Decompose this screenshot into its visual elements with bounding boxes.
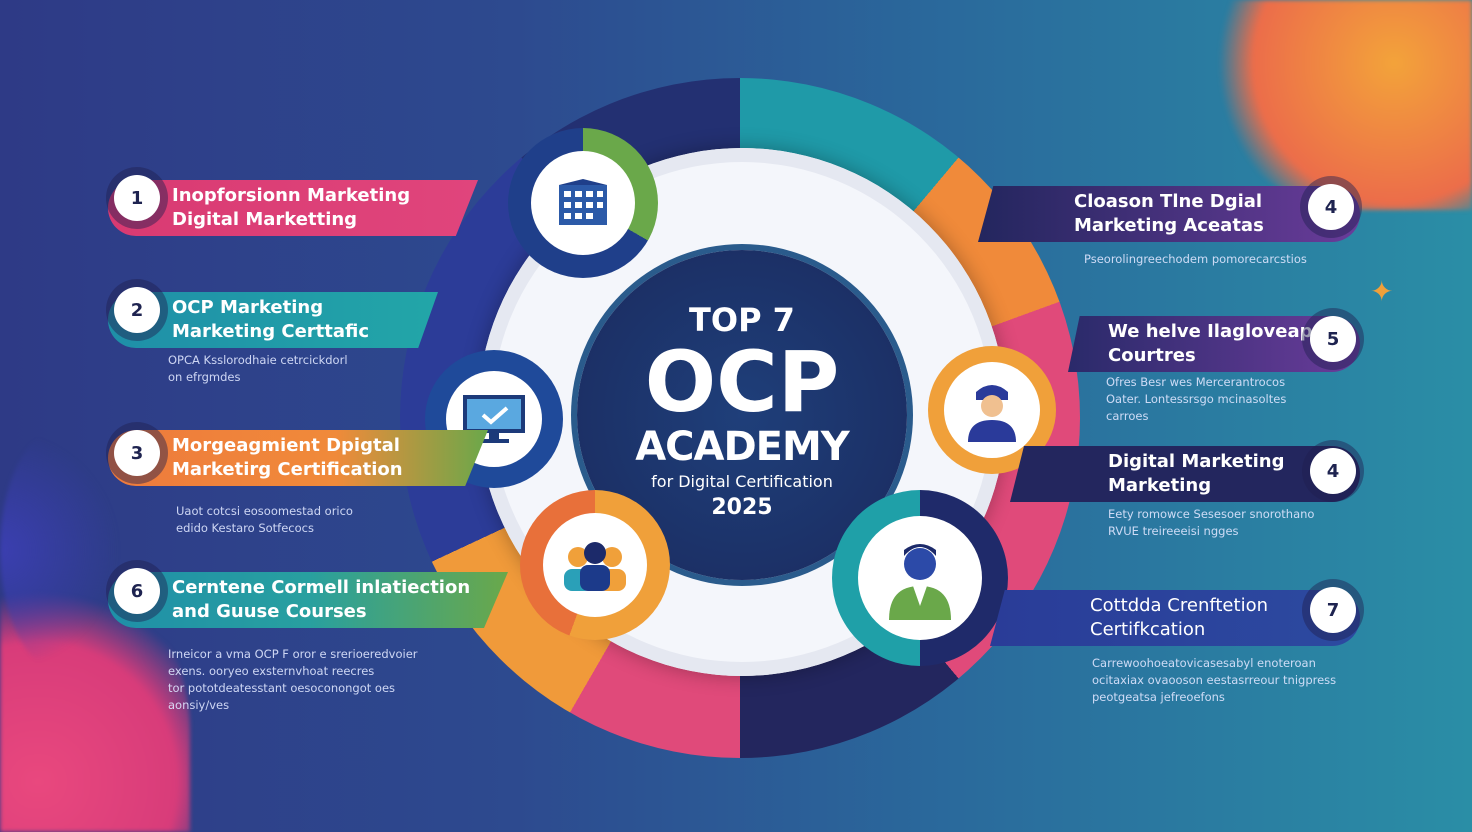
item-4-subtitle: Marketing Aceatas xyxy=(1074,215,1264,236)
item-4-banner: Cloason Tlne Dgial Marketing Aceatas xyxy=(978,186,1360,242)
item-6-desc: Irneicor a vma OCP F oror e srerioeredvo… xyxy=(168,646,418,714)
team-icon-circle xyxy=(520,490,670,640)
item-4-number: 4 xyxy=(1308,184,1354,230)
building-icon-circle xyxy=(508,128,658,278)
item-1-banner: Inopforsionn Marketing Digital Marketting xyxy=(108,180,478,236)
item-2-desc-line: on efrgmdes xyxy=(168,370,241,384)
item-2-desc-line: OPCA Ksslorodhaie cetrcickdorl xyxy=(168,353,348,367)
item-4b-desc-line: Eety romowce Sesesoer snorothano xyxy=(1108,507,1315,521)
item-1-subtitle: Digital Marketting xyxy=(172,209,358,230)
item-4b-title: Digital Marketing xyxy=(1108,451,1285,472)
item-1-number: 1 xyxy=(114,175,160,221)
item-6-banner: Cerntene Cormell inlatiection and Guuse C… xyxy=(108,572,508,628)
item-3-desc-line: edido Kestaro Sotfecocs xyxy=(176,521,314,535)
businessman-icon-circle xyxy=(832,490,1008,666)
item-4b-banner: Digital Marketing Marketing xyxy=(1010,446,1360,502)
item-2-banner: OCP Marketing Marketing Certtafic xyxy=(108,292,438,348)
item-7-desc-line: ocitaxiax ovaooson eestasrreour tnigpres… xyxy=(1092,673,1337,687)
item-7-desc: Carrewoohoeatovicasesabyl enoteroan ocita… xyxy=(1092,655,1336,706)
item-6-desc-line: Irneicor a vma OCP F oror e srerioeredvo… xyxy=(168,647,418,661)
title-academy: ACADEMY xyxy=(635,424,850,470)
title-ocp: OCP xyxy=(644,333,840,431)
item-4-title: Cloason Tlne Dgial xyxy=(1074,191,1263,212)
item-5-desc-line: Oater. Lontessrsgo mcinasoltes xyxy=(1106,392,1287,406)
item-2-desc: OPCA Ksslorodhaie cetrcickdorl on efrgmde… xyxy=(168,352,348,386)
item-5-desc-line: carroes xyxy=(1106,409,1149,423)
item-6-desc-line: tor pototdeatesstant oesoconongot oes xyxy=(168,681,396,695)
item-3-subtitle: Marketirg Certification xyxy=(172,459,403,480)
item-3-desc-line: Uaot cotcsi eosoomestad orico xyxy=(176,504,353,518)
item-5-desc: Ofres Besr wes Mercerantrocos Oater. Lont… xyxy=(1106,374,1286,425)
sparkle-icon: ✦ xyxy=(1370,275,1394,308)
title-year: 2025 xyxy=(711,495,773,520)
item-6-number: 6 xyxy=(114,568,160,614)
item-7-banner: Cottdda Crenftetion Certifkcation xyxy=(990,590,1360,646)
item-2-title: OCP Marketing xyxy=(172,297,324,318)
item-1-title: Inopforsionn Marketing xyxy=(172,185,411,206)
item-4b-desc-line: RVUE treireeeisi ngges xyxy=(1108,524,1239,538)
businessman-icon xyxy=(889,544,951,620)
item-4-desc-line: Pseorolingreechodem pomorecarcstios xyxy=(1084,252,1307,266)
title-subtitle: for Digital Certification xyxy=(651,472,833,491)
item-7-desc-line: peotgeatsa jefreoefons xyxy=(1092,690,1225,704)
item-7-title: Cottdda Crenftetion xyxy=(1090,595,1268,616)
item-6-subtitle: and Guuse Courses xyxy=(172,601,367,622)
building-icon xyxy=(559,179,607,225)
item-7-subtitle: Certifkcation xyxy=(1090,619,1206,640)
monitor-check-icon xyxy=(463,395,525,443)
item-6-desc-line: exens. ooryeo exsternvhoat reecres xyxy=(168,664,375,678)
item-3-desc: Uaot cotcsi eosoomestad orico edido Kesta… xyxy=(176,503,353,537)
item-3-title: Morgeagmient Dpigtal xyxy=(172,435,400,456)
title-top7: TOP 7 xyxy=(689,301,795,339)
blue-blob xyxy=(0,430,120,670)
item-6-desc-line: aonsiy/ves xyxy=(168,698,230,712)
item-5-desc-line: Ofres Besr wes Mercerantrocos xyxy=(1106,375,1286,389)
item-4b-number: 4 xyxy=(1310,448,1356,494)
person-icon-circle xyxy=(928,346,1056,474)
item-3-number: 3 xyxy=(114,430,160,476)
item-4b-subtitle: Marketing xyxy=(1108,475,1212,496)
item-2-number: 2 xyxy=(114,287,160,333)
item-5-subtitle: Courtres xyxy=(1108,345,1196,366)
item-5-title: We helve Ilagloveap xyxy=(1108,321,1313,342)
item-7-number: 7 xyxy=(1310,587,1356,633)
item-4b-desc: Eety romowce Sesesoer snorothano RVUE tre… xyxy=(1108,506,1314,540)
item-5-number: 5 xyxy=(1310,316,1356,362)
orange-blob xyxy=(1212,0,1472,210)
item-2-subtitle: Marketing Certtafic xyxy=(172,321,370,342)
item-6-title: Cerntene Cormell inlatiection xyxy=(172,577,471,598)
person-cap-icon xyxy=(968,385,1016,442)
item-4-desc: Pseorolingreechodem pomorecarcstios xyxy=(1084,251,1307,268)
team-icon xyxy=(564,542,626,591)
item-7-desc-line: Carrewoohoeatovicasesabyl enoteroan xyxy=(1092,656,1316,670)
item-3-banner: Morgeagmient Dpigtal Marketirg Certificat… xyxy=(108,430,488,486)
center-title: TOP 7 OCP ACADEMY for Digital Certificat… xyxy=(577,300,907,522)
